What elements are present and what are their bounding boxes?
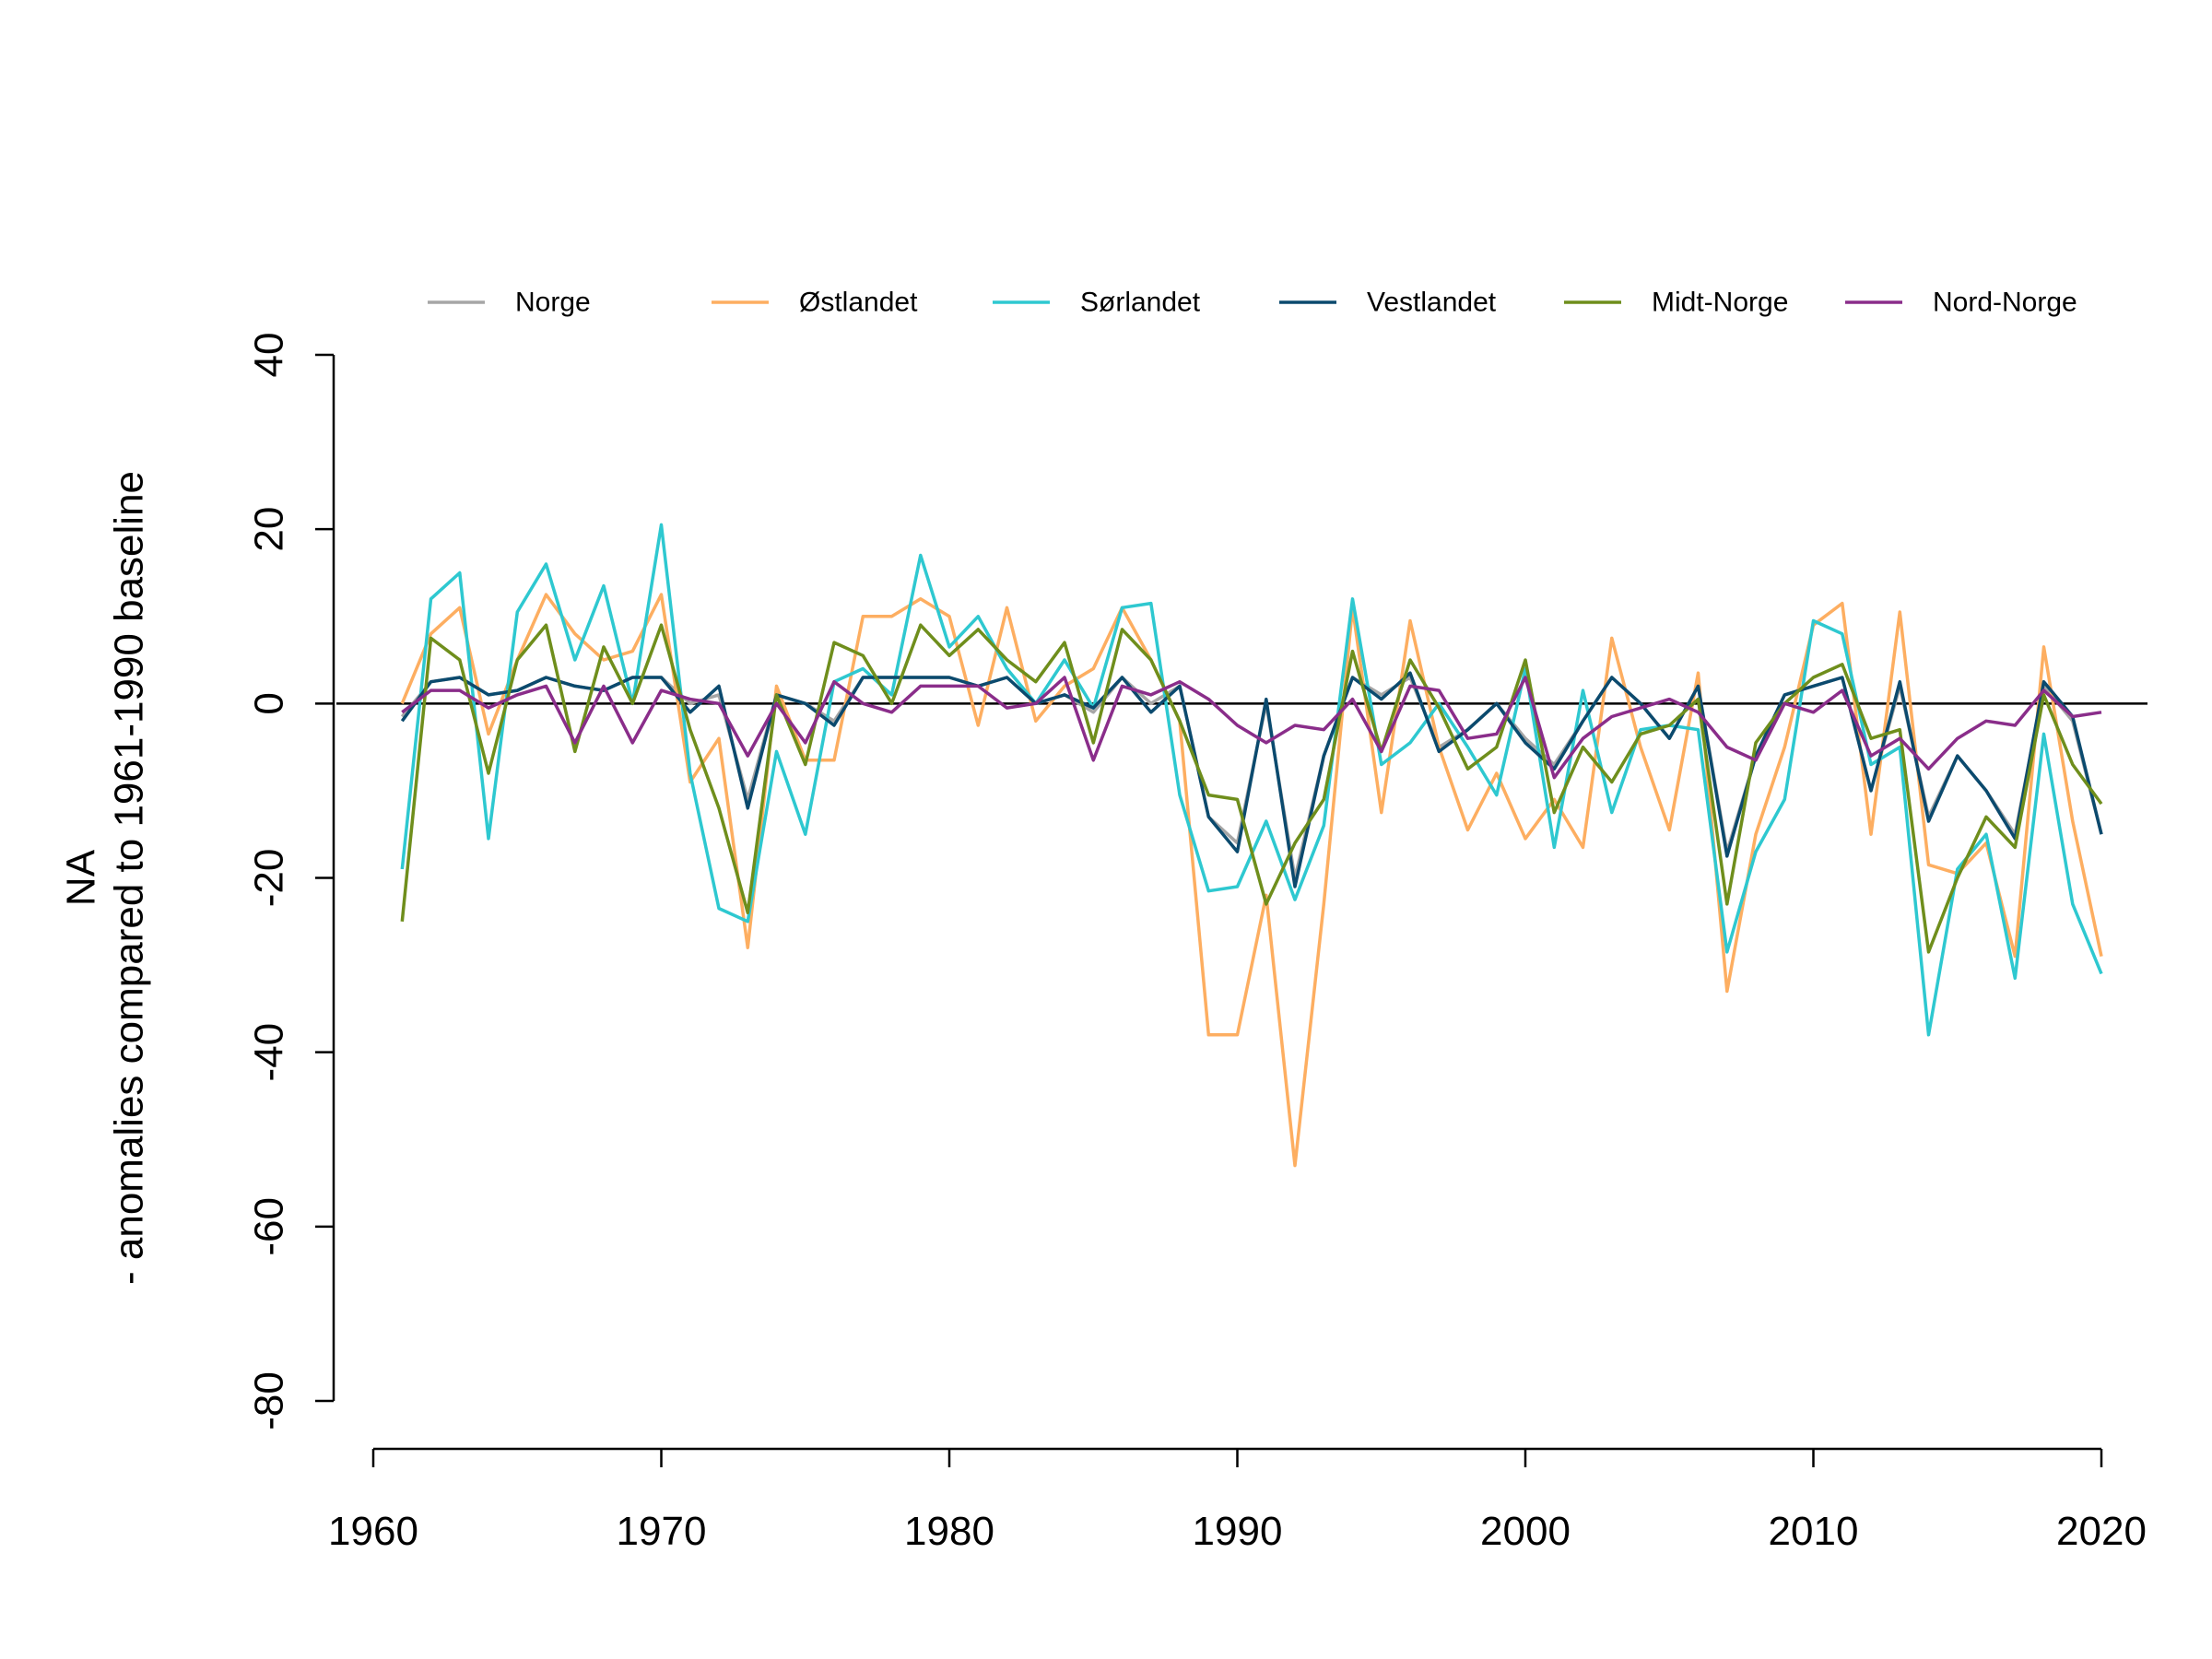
- legend-label-sorlandet: Sørlandet: [1080, 288, 1201, 318]
- x-tick-label: 1970: [617, 1509, 707, 1554]
- y-tick-label: -60: [247, 1197, 292, 1256]
- x-tick-label: 1990: [1193, 1509, 1283, 1554]
- x-tick-label: 1960: [328, 1509, 418, 1554]
- y-tick-label: 40: [247, 333, 292, 378]
- legend-label-midt-norge: Midt-Norge: [1652, 288, 1788, 318]
- y-axis-title-line-1: NA: [59, 849, 104, 906]
- y-tick-label: -20: [247, 849, 292, 908]
- legend-label-vestlandet: Vestlandet: [1367, 288, 1497, 318]
- legend: Norge Østlandet Sørlandet Vestlandet Midt-No…: [428, 288, 2077, 318]
- x-tick-label: 2000: [1480, 1509, 1571, 1554]
- legend-label-norge: Norge: [515, 288, 591, 318]
- y-tick-label: -40: [247, 1023, 292, 1082]
- y-axis: -80 -60 -40 -20 0 20 40: [247, 333, 335, 1430]
- legend-label-nord-norge: Nord-Norge: [1933, 288, 2077, 318]
- x-tick-label: 2010: [1769, 1509, 1859, 1554]
- series-line-midt-norge: [400, 623, 2103, 954]
- x-tick-label: 1980: [904, 1509, 994, 1554]
- y-tick-label: -80: [247, 1371, 292, 1430]
- y-tick-label: 0: [247, 692, 292, 714]
- series-lines: [400, 523, 2103, 1168]
- x-axis: 1960 1970 1980 1990 2000 2010 2020: [328, 1447, 2147, 1554]
- y-tick-label: 20: [247, 507, 292, 552]
- legend-label-ostlandet: Østlandet: [799, 288, 918, 318]
- x-tick-label: 2020: [2056, 1509, 2147, 1554]
- y-axis-title-line-2: - anomalies compared to 1961-1990 baseli…: [107, 471, 152, 1285]
- series-line-nord-norge: [401, 676, 2102, 780]
- series-line-ostlandet: [400, 593, 2103, 1168]
- y-axis-title: NA - anomalies compared to 1961-1990 bas…: [59, 471, 152, 1285]
